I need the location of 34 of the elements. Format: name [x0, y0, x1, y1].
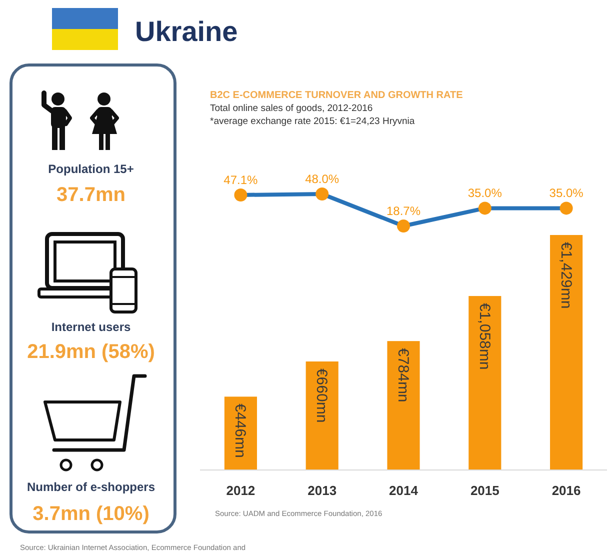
x-tick-label: 2016: [552, 483, 581, 498]
bar: [387, 341, 420, 470]
x-tick-label: 2015: [470, 483, 500, 498]
data-label: 47.1%: [224, 172, 258, 187]
data-label: €1,058mn: [476, 303, 494, 370]
data-label: €660mn: [314, 368, 331, 423]
data-label: €1,429mn: [558, 242, 575, 309]
data-label: €446mn: [232, 404, 250, 458]
x-tick-label: 2013: [308, 483, 337, 498]
x-tick-label: 2014: [389, 483, 419, 498]
bar: [550, 235, 583, 470]
bar: [306, 361, 338, 470]
text: Number of e-shoppers: [26, 480, 156, 494]
text: 21.9mn (58%): [27, 341, 155, 363]
text: Ukraine: [135, 16, 238, 47]
x-tick-label: 2012: [226, 483, 256, 498]
data-label: 48.0%: [305, 172, 340, 186]
text: Population 15+: [48, 162, 134, 176]
point: [316, 188, 329, 200]
data-label: €784mn: [395, 348, 412, 402]
data-label: 18.7%: [386, 204, 421, 218]
text: Internet users: [51, 320, 132, 334]
point: [560, 202, 573, 215]
bar: [468, 296, 502, 470]
data-label: 35.0%: [549, 186, 584, 200]
point: [478, 202, 492, 215]
text: *average exchange rate 2015: €1=24,23 Hryvnia: [210, 116, 416, 127]
chart-subtitle: Total online sales of goods, 2012-2016: [210, 103, 373, 114]
text: 3.7mn (10%): [32, 503, 150, 525]
point: [234, 188, 248, 202]
data-label: 35.0%: [468, 186, 502, 200]
text: 37.7mn: [56, 184, 126, 206]
point: [397, 220, 410, 232]
chart-title: B2C E-COMMERCE TURNOVER AND GROWTH RATE: [210, 90, 464, 101]
